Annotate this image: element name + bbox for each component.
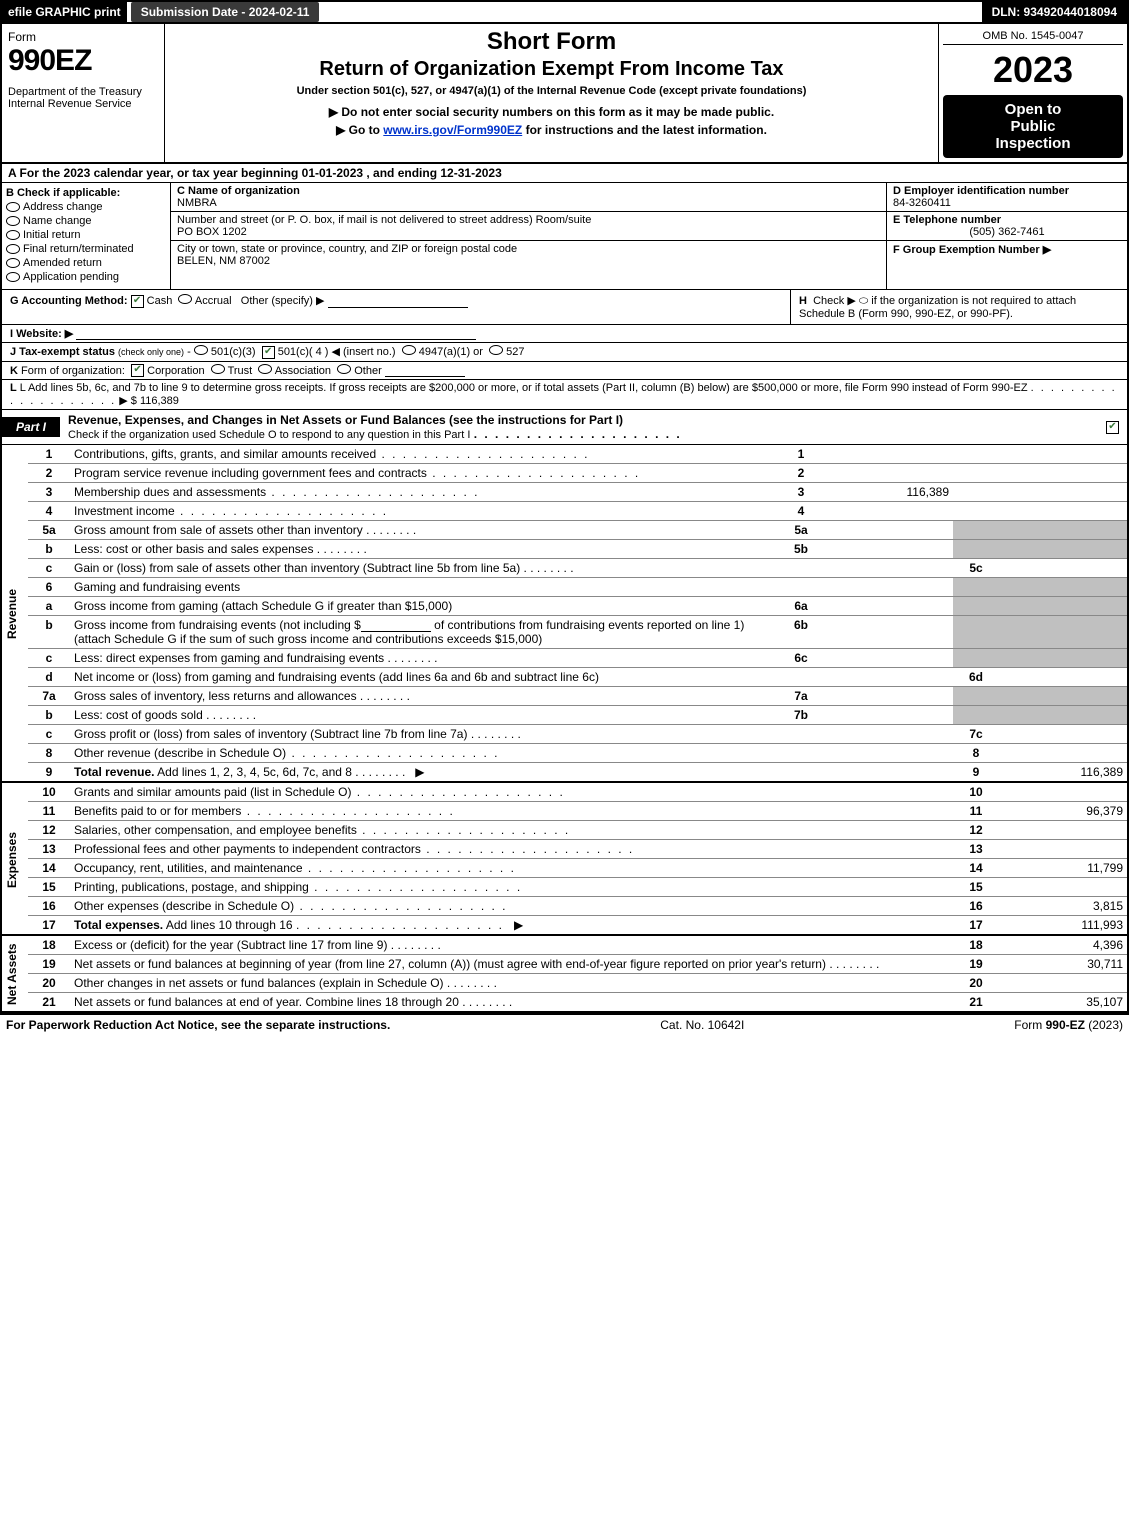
- net-assets-table: Net Assets 18 Excess or (deficit) for th…: [0, 936, 1129, 1013]
- tax-year: 2023: [943, 45, 1123, 95]
- omb-number: OMB No. 1545-0047: [943, 28, 1123, 45]
- form-label: Form: [8, 30, 158, 44]
- line-13: 13 Professional fees and other payments …: [1, 840, 1128, 859]
- line-12: 12 Salaries, other compensation, and emp…: [1, 821, 1128, 840]
- chk-address-change[interactable]: Address change: [6, 201, 166, 213]
- dln: DLN: 93492044018094: [982, 2, 1127, 22]
- line-6a: a Gross income from gaming (attach Sched…: [1, 597, 1128, 616]
- paperwork-notice: For Paperwork Reduction Act Notice, see …: [6, 1018, 390, 1032]
- city-value: BELEN, NM 87002: [177, 255, 880, 267]
- line-2: 2 Program service revenue including gove…: [1, 464, 1128, 483]
- line-18: Net Assets 18 Excess or (deficit) for th…: [1, 936, 1128, 955]
- ein-value: 84-3260411: [893, 197, 1121, 209]
- line-5b: b Less: cost or other basis and sales ex…: [1, 540, 1128, 559]
- line-8: 8 Other revenue (describe in Schedule O)…: [1, 744, 1128, 763]
- line-7b: b Less: cost of goods sold 7b: [1, 706, 1128, 725]
- street-value: PO BOX 1202: [177, 226, 880, 238]
- chk-initial-return[interactable]: Initial return: [6, 229, 166, 241]
- part-1-title: Revenue, Expenses, and Changes in Net As…: [60, 410, 1106, 444]
- top-bar: efile GRAPHIC print Submission Date - 20…: [0, 0, 1129, 22]
- catalog-number: Cat. No. 10642I: [660, 1018, 744, 1032]
- row-g-h: G Accounting Method: Cash Accrual Other …: [0, 290, 1129, 325]
- line-4: 4 Investment income 4: [1, 502, 1128, 521]
- department-label: Department of the Treasury Internal Reve…: [8, 86, 158, 110]
- row-k-form-of-org: K Form of organization: Corporation Trus…: [0, 362, 1129, 381]
- street-label: Number and street (or P. O. box, if mail…: [177, 214, 880, 226]
- row-i-website: I Website: ▶: [0, 325, 1129, 343]
- part-1-label: Part I: [2, 417, 60, 437]
- line-5a: 5a Gross amount from sale of assets othe…: [1, 521, 1128, 540]
- form-version: Form 990-EZ (2023): [1014, 1018, 1123, 1032]
- group-exemption-label: F Group Exemption Number ▶: [893, 243, 1121, 256]
- line-11: 11 Benefits paid to or for members 11 96…: [1, 802, 1128, 821]
- line-3: 3 Membership dues and assessments 3 116,…: [1, 483, 1128, 502]
- header-right: OMB No. 1545-0047 2023 Open to Public In…: [939, 24, 1127, 162]
- line-7a: 7a Gross sales of inventory, less return…: [1, 687, 1128, 706]
- chk-final-return[interactable]: Final return/terminated: [6, 243, 166, 255]
- line-6: 6 Gaming and fundraising events: [1, 578, 1128, 597]
- chk-application-pending[interactable]: Application pending: [6, 271, 166, 283]
- expenses-table: Expenses 10 Grants and similar amounts p…: [0, 783, 1129, 936]
- chk-name-change[interactable]: Name change: [6, 215, 166, 227]
- header-left: Form 990EZ Department of the Treasury In…: [2, 24, 165, 162]
- row-l-gross-receipts: L L Add lines 5b, 6c, and 7b to line 9 t…: [0, 380, 1129, 410]
- line-10: Expenses 10 Grants and similar amounts p…: [1, 783, 1128, 802]
- line-6c: c Less: direct expenses from gaming and …: [1, 649, 1128, 668]
- phone-label: E Telephone number: [893, 214, 1121, 226]
- donot-ssn: ▶ Do not enter social security numbers o…: [171, 105, 932, 119]
- expenses-sidebar: Expenses: [1, 783, 28, 935]
- under-section: Under section 501(c), 527, or 4947(a)(1)…: [171, 85, 932, 97]
- org-info-block: B Check if applicable: Address change Na…: [0, 183, 1129, 290]
- section-a-tax-year: A For the 2023 calendar year, or tax yea…: [0, 164, 1129, 183]
- form-number: 990EZ: [8, 44, 158, 78]
- revenue-sidebar: Revenue: [1, 445, 28, 782]
- goto-instructions: ▶ Go to www.irs.gov/Form990EZ for instru…: [171, 123, 932, 137]
- revenue-table: Revenue 1 Contributions, gifts, grants, …: [0, 445, 1129, 783]
- part-1-schedule-o-check[interactable]: [1106, 420, 1127, 434]
- chk-corporation[interactable]: [131, 364, 144, 377]
- org-name: NMBRA: [177, 197, 880, 209]
- ein-label: D Employer identification number: [893, 185, 1121, 197]
- section-c-org: C Name of organization NMBRA Number and …: [171, 183, 886, 289]
- line-17: 17 Total expenses. Add lines 10 through …: [1, 916, 1128, 936]
- line-21: 21 Net assets or fund balances at end of…: [1, 993, 1128, 1013]
- line-9: 9 Total revenue. Add lines 1, 2, 3, 4, 5…: [1, 763, 1128, 783]
- chk-amended-return[interactable]: Amended return: [6, 257, 166, 269]
- line-16: 16 Other expenses (describe in Schedule …: [1, 897, 1128, 916]
- form-header: Form 990EZ Department of the Treasury In…: [0, 22, 1129, 164]
- section-d-e-f: D Employer identification number 84-3260…: [886, 183, 1127, 289]
- row-j-tax-exempt: J Tax-exempt status (check only one) - 5…: [0, 343, 1129, 362]
- section-b-checkboxes: B Check if applicable: Address change Na…: [2, 183, 171, 289]
- org-name-label: C Name of organization: [177, 185, 880, 197]
- chk-cash[interactable]: [131, 295, 144, 308]
- line-19: 19 Net assets or fund balances at beginn…: [1, 955, 1128, 974]
- line-15: 15 Printing, publications, postage, and …: [1, 878, 1128, 897]
- accounting-method: G Accounting Method: Cash Accrual Other …: [2, 290, 790, 324]
- line-14: 14 Occupancy, rent, utilities, and maint…: [1, 859, 1128, 878]
- return-title: Return of Organization Exempt From Incom…: [171, 58, 932, 81]
- section-h-schedule-b: H Check ▶ ⬭ if the organization is not r…: [790, 290, 1127, 324]
- short-form-title: Short Form: [171, 28, 932, 56]
- irs-link[interactable]: www.irs.gov/Form990EZ: [383, 123, 522, 137]
- phone-value: (505) 362-7461: [893, 226, 1121, 238]
- page-footer: For Paperwork Reduction Act Notice, see …: [0, 1013, 1129, 1035]
- net-assets-sidebar: Net Assets: [1, 936, 28, 1012]
- open-public-badge: Open to Public Inspection: [943, 95, 1123, 158]
- line-7c: c Gross profit or (loss) from sales of i…: [1, 725, 1128, 744]
- line-1: Revenue 1 Contributions, gifts, grants, …: [1, 445, 1128, 464]
- submission-date: Submission Date - 2024-02-11: [131, 2, 320, 22]
- chk-501c4[interactable]: [262, 346, 275, 359]
- line-6d: d Net income or (loss) from gaming and f…: [1, 668, 1128, 687]
- line-6b: b Gross income from fundraising events (…: [1, 616, 1128, 649]
- efile-print-label: efile GRAPHIC print: [2, 2, 127, 22]
- city-label: City or town, state or province, country…: [177, 243, 880, 255]
- section-b-title: B Check if applicable:: [6, 187, 166, 199]
- part-1-header: Part I Revenue, Expenses, and Changes in…: [0, 410, 1129, 445]
- header-center: Short Form Return of Organization Exempt…: [165, 24, 939, 162]
- line-5c: c Gain or (loss) from sale of assets oth…: [1, 559, 1128, 578]
- line-20: 20 Other changes in net assets or fund b…: [1, 974, 1128, 993]
